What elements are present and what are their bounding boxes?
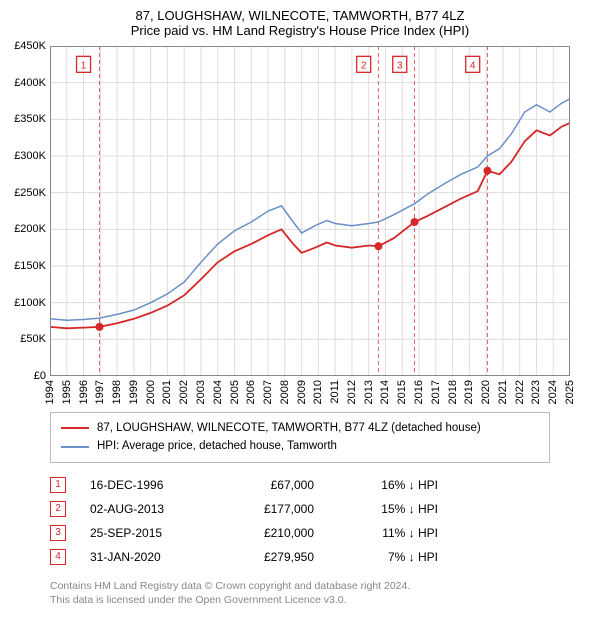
- sale-vs-hpi: 16% ↓ HPI: [338, 473, 438, 497]
- legend-label: 87, LOUGHSHAW, WILNECOTE, TAMWORTH, B77 …: [97, 419, 481, 437]
- x-axis-tick-label: 1998: [111, 380, 123, 404]
- footer-line2: This data is licensed under the Open Gov…: [50, 593, 584, 607]
- sale-price: £279,950: [224, 545, 314, 569]
- legend-swatch: [61, 446, 89, 448]
- x-axis-tick-label: 2002: [178, 380, 190, 404]
- x-axis-tick-label: 2013: [363, 380, 375, 404]
- x-axis-tick-label: 2014: [379, 380, 391, 404]
- svg-text:3: 3: [397, 60, 403, 71]
- sales-table: 1 16-DEC-1996 £67,000 16% ↓ HPI 2 02-AUG-2013…: [50, 473, 584, 569]
- sale-date: 16-DEC-1996: [90, 473, 200, 497]
- x-axis-tick-label: 2012: [346, 380, 358, 404]
- y-axis-tick-label: £450K: [14, 40, 46, 52]
- x-axis-tick-label: 2023: [530, 380, 542, 404]
- x-axis-tick-label: 2010: [312, 380, 324, 404]
- x-axis-tick-label: 2020: [480, 380, 492, 404]
- y-axis-tick-label: £200K: [14, 223, 46, 235]
- x-axis-tick-label: 1997: [94, 380, 106, 404]
- y-axis-tick-label: £350K: [14, 113, 46, 125]
- sale-vs-hpi: 15% ↓ HPI: [338, 497, 438, 521]
- chart-title-line1: 87, LOUGHSHAW, WILNECOTE, TAMWORTH, B77 …: [8, 8, 592, 23]
- y-axis-tick-label: £300K: [14, 150, 46, 162]
- svg-text:2: 2: [361, 60, 367, 71]
- x-axis-tick-label: 2025: [564, 380, 576, 404]
- footer-line1: Contains HM Land Registry data © Crown c…: [50, 579, 584, 593]
- x-axis-tick-label: 2003: [195, 380, 207, 404]
- x-axis-tick-label: 2019: [463, 380, 475, 404]
- sale-marker-badge: 1: [50, 477, 66, 493]
- legend-item: HPI: Average price, detached house, Tamw…: [61, 437, 539, 455]
- x-axis-tick-label: 2006: [245, 380, 257, 404]
- x-axis-tick-label: 1994: [44, 380, 56, 404]
- sale-marker-badge: 2: [50, 501, 66, 517]
- x-axis-tick-label: 2008: [279, 380, 291, 404]
- legend-label: HPI: Average price, detached house, Tamw…: [97, 437, 337, 455]
- sales-table-row: 1 16-DEC-1996 £67,000 16% ↓ HPI: [50, 473, 584, 497]
- x-axis-tick-label: 2011: [329, 380, 341, 404]
- sales-table-row: 2 02-AUG-2013 £177,000 15% ↓ HPI: [50, 497, 584, 521]
- x-axis-tick-label: 2000: [145, 380, 157, 404]
- x-axis-tick-label: 2001: [161, 380, 173, 404]
- x-axis-tick-label: 2024: [547, 380, 559, 404]
- y-axis-tick-label: £50K: [20, 333, 46, 345]
- y-axis-tick-label: £250K: [14, 187, 46, 199]
- legend-item: 87, LOUGHSHAW, WILNECOTE, TAMWORTH, B77 …: [61, 419, 539, 437]
- legend-swatch: [61, 427, 89, 429]
- sale-price: £67,000: [224, 473, 314, 497]
- chart-area: 1234 £0£50K£100K£150K£200K£250K£300K£350…: [50, 46, 570, 376]
- svg-text:4: 4: [470, 60, 476, 71]
- y-axis-tick-label: £150K: [14, 260, 46, 272]
- sale-marker-badge: 4: [50, 549, 66, 565]
- footer-attribution: Contains HM Land Registry data © Crown c…: [50, 579, 584, 607]
- y-axis-tick-label: £400K: [14, 77, 46, 89]
- x-axis-tick-label: 2004: [212, 380, 224, 404]
- sale-date: 31-JAN-2020: [90, 545, 200, 569]
- sales-table-row: 3 25-SEP-2015 £210,000 11% ↓ HPI: [50, 521, 584, 545]
- sale-vs-hpi: 11% ↓ HPI: [338, 521, 438, 545]
- sale-price: £210,000: [224, 521, 314, 545]
- x-axis-tick-label: 2022: [514, 380, 526, 404]
- legend: 87, LOUGHSHAW, WILNECOTE, TAMWORTH, B77 …: [50, 412, 550, 463]
- sale-date: 02-AUG-2013: [90, 497, 200, 521]
- chart-title-line2: Price paid vs. HM Land Registry's House …: [8, 23, 592, 38]
- x-axis-tick-label: 2021: [497, 380, 509, 404]
- x-axis-tick-label: 2007: [262, 380, 274, 404]
- x-axis-tick-label: 2017: [430, 380, 442, 404]
- x-axis-tick-label: 2018: [447, 380, 459, 404]
- x-axis-tick-label: 2015: [396, 380, 408, 404]
- price-chart-svg: 1 2 3 4: [50, 46, 570, 376]
- x-axis-tick-label: 1999: [128, 380, 140, 404]
- sales-table-row: 4 31-JAN-2020 £279,950 7% ↓ HPI: [50, 545, 584, 569]
- y-axis-tick-label: £100K: [14, 297, 46, 309]
- x-axis-tick-label: 2016: [413, 380, 425, 404]
- x-axis-tick-label: 2005: [229, 380, 241, 404]
- sale-date: 25-SEP-2015: [90, 521, 200, 545]
- x-axis-tick-label: 1996: [78, 380, 90, 404]
- x-axis-tick-label: 2009: [296, 380, 308, 404]
- sale-vs-hpi: 7% ↓ HPI: [338, 545, 438, 569]
- svg-text:1: 1: [81, 60, 87, 71]
- x-axis-tick-label: 1995: [61, 380, 73, 404]
- sale-marker-badge: 3: [50, 525, 66, 541]
- sale-price: £177,000: [224, 497, 314, 521]
